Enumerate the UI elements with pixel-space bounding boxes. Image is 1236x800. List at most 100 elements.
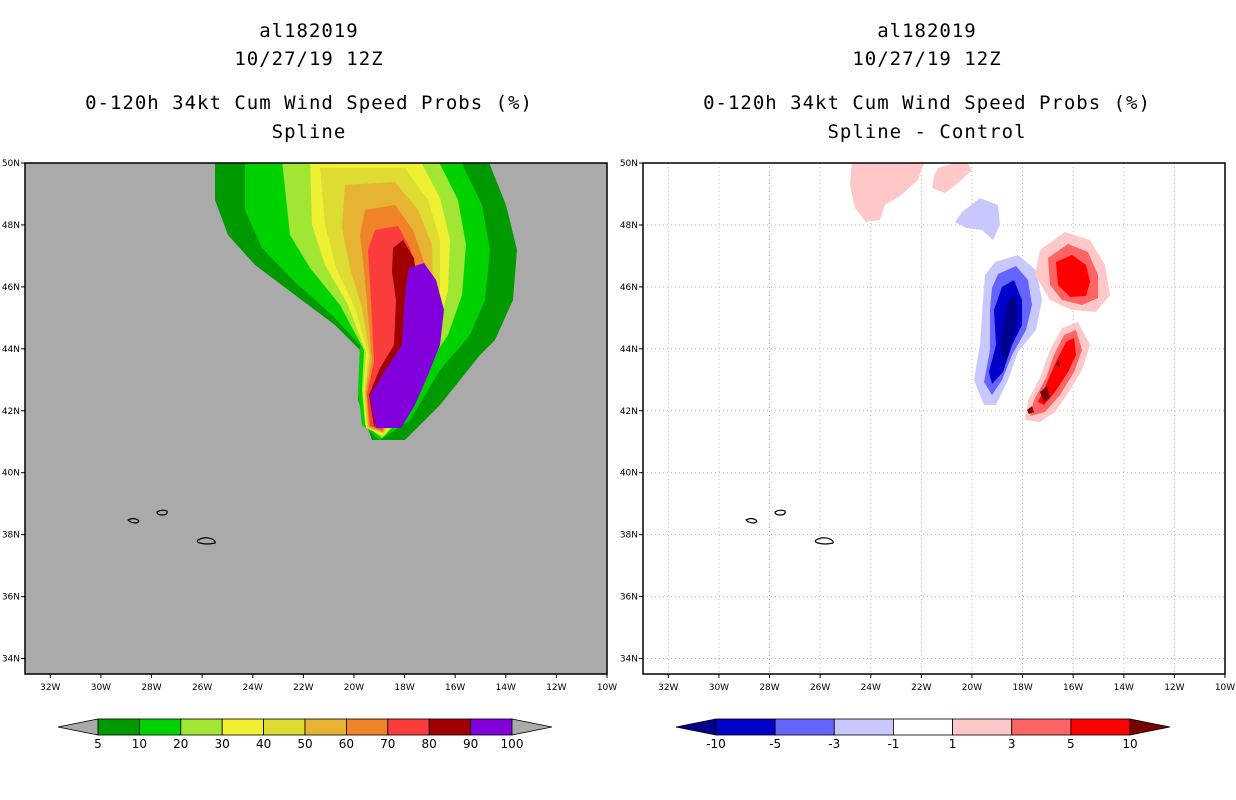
lon-tick-label: 20W — [344, 683, 364, 693]
colorbar-label: 5 — [1067, 737, 1075, 751]
lat-tick-label: 46N — [620, 283, 638, 293]
right-island-graciosa — [774, 509, 786, 516]
lat-tick-label: 40N — [2, 469, 20, 479]
diff-positive-10-south-c — [1027, 406, 1034, 414]
lat-tick-label: 34N — [2, 655, 20, 665]
diff-positive-10-south-a — [1040, 386, 1050, 402]
left-azores-islands — [127, 509, 216, 545]
lon-tick-label: 32W — [658, 683, 678, 693]
right-map: 32W 30W 28W 26W 24W 22W 20W 18W 16W 14W 12W 10W 34N 3… — [620, 159, 1235, 693]
colorbar-label: 60 — [339, 737, 354, 751]
colorbar-segment — [470, 718, 513, 736]
diff-negative-10 — [1000, 296, 1018, 365]
lat-tick-label: 50N — [620, 159, 638, 169]
left-storm-id: al182019 — [259, 20, 359, 42]
lon-tick-label: 14W — [1114, 683, 1134, 693]
lon-tick-label: 30W — [91, 683, 111, 693]
swath-level-90 — [370, 263, 444, 428]
colorbar-label: -5 — [769, 737, 781, 751]
left-colorbar: 5 10 20 30 40 50 60 70 80 90 100 — [57, 718, 553, 751]
colorbar-over-triangle — [1129, 718, 1171, 736]
right-azores-islands — [745, 509, 834, 545]
lat-tick-label: 46N — [2, 283, 20, 293]
left-map: 32W 30W 28W 26W 24W 22W 20W 18W 16W 14W 12W 10W 34N 3… — [2, 159, 617, 693]
lat-tick-label: 48N — [2, 221, 20, 231]
right-island-sao-miguel — [814, 537, 834, 545]
colorbar-segment — [97, 718, 140, 736]
colorbar-segment — [893, 718, 953, 736]
right-gridlines — [643, 163, 1225, 674]
lon-tick-label: 28W — [141, 683, 161, 693]
lon-tick-label: 16W — [445, 683, 465, 693]
colorbar-segment — [1011, 718, 1072, 736]
left-probability-swath — [215, 163, 517, 440]
colorbar-label: 80 — [422, 737, 437, 751]
lat-tick-label: 50N — [2, 159, 20, 169]
colorbar-label: 20 — [173, 737, 188, 751]
colorbar-label: 10 — [132, 737, 147, 751]
colorbar-segment — [304, 718, 347, 736]
right-difference-field — [850, 163, 1110, 422]
right-storm-id: al182019 — [877, 20, 977, 42]
right-method-subtitle: Spline - Control — [827, 121, 1027, 143]
left-datetime: 10/27/19 12Z — [234, 48, 384, 70]
lon-tick-label: 32W — [40, 683, 60, 693]
left-method-subtitle: Spline — [271, 121, 347, 143]
lat-tick-label: 36N — [620, 593, 638, 603]
colorbar-segment — [833, 718, 894, 736]
diff-negative-1-north — [955, 198, 1000, 240]
right-axis-ticks: 32W 30W 28W 26W 24W 22W 20W 18W 16W 14W 12W 10W 34N 3… — [620, 159, 1235, 693]
colorbar-label: 90 — [463, 737, 478, 751]
right-island-flores — [745, 517, 758, 524]
colorbar-segment — [138, 718, 182, 736]
lon-tick-label: 18W — [394, 683, 414, 693]
colorbar-segment — [387, 718, 430, 736]
left-island-flores — [127, 517, 140, 524]
left-island-sao-miguel — [196, 537, 216, 545]
lon-tick-label: 24W — [861, 683, 881, 693]
colorbar-segment — [345, 718, 389, 736]
diff-positive-1-north-a — [850, 163, 924, 222]
colorbar-segment — [263, 718, 306, 736]
left-axis-ticks: 32W 30W 28W 26W 24W 22W 20W 18W 16W 14W 12W 10W 34N 3… — [2, 159, 617, 693]
right-datetime: 10/27/19 12Z — [852, 48, 1002, 70]
lon-tick-label: 10W — [1215, 683, 1235, 693]
colorbar-segment — [952, 718, 1013, 736]
colorbar-label: -10 — [706, 737, 726, 751]
right-colorbar: -10 -5 -3 -1 1 3 5 10 — [675, 718, 1171, 751]
diff-positive-10-south-b — [1056, 360, 1060, 368]
lon-tick-label: 16W — [1063, 683, 1083, 693]
lon-tick-label: 24W — [243, 683, 263, 693]
colorbar-segment — [180, 718, 223, 736]
lon-tick-label: 12W — [1164, 683, 1184, 693]
lat-tick-label: 42N — [620, 407, 638, 417]
colorbar-under-triangle — [57, 718, 99, 736]
colorbar-label: 1 — [949, 737, 957, 751]
colorbar-label: 3 — [1008, 737, 1016, 751]
colorbar-over-triangle — [511, 718, 553, 736]
colorbar-segment — [221, 718, 264, 736]
lon-tick-label: 22W — [293, 683, 313, 693]
lat-tick-label: 40N — [620, 469, 638, 479]
lon-tick-label: 12W — [546, 683, 566, 693]
left-map-frame — [24, 162, 608, 675]
colorbar-label: 30 — [215, 737, 230, 751]
colorbar-label: 100 — [501, 737, 524, 751]
lon-tick-label: 10W — [597, 683, 617, 693]
lon-tick-label: 14W — [496, 683, 516, 693]
diff-positive-5 — [1056, 255, 1090, 297]
lon-tick-label: 26W — [810, 683, 830, 693]
lon-tick-label: 22W — [911, 683, 931, 693]
lat-tick-label: 34N — [620, 655, 638, 665]
lat-tick-label: 44N — [2, 345, 20, 355]
colorbar-under-triangle — [675, 718, 717, 736]
colorbar-label: -1 — [887, 737, 899, 751]
colorbar-label: 50 — [297, 737, 312, 751]
right-map-background — [643, 163, 1225, 674]
left-island-graciosa — [156, 509, 168, 516]
right-product-title: 0-120h 34kt Cum Wind Speed Probs (%) — [703, 92, 1151, 114]
lon-tick-label: 20W — [962, 683, 982, 693]
colorbar-segment — [428, 718, 472, 736]
colorbar-segment — [1070, 718, 1131, 736]
